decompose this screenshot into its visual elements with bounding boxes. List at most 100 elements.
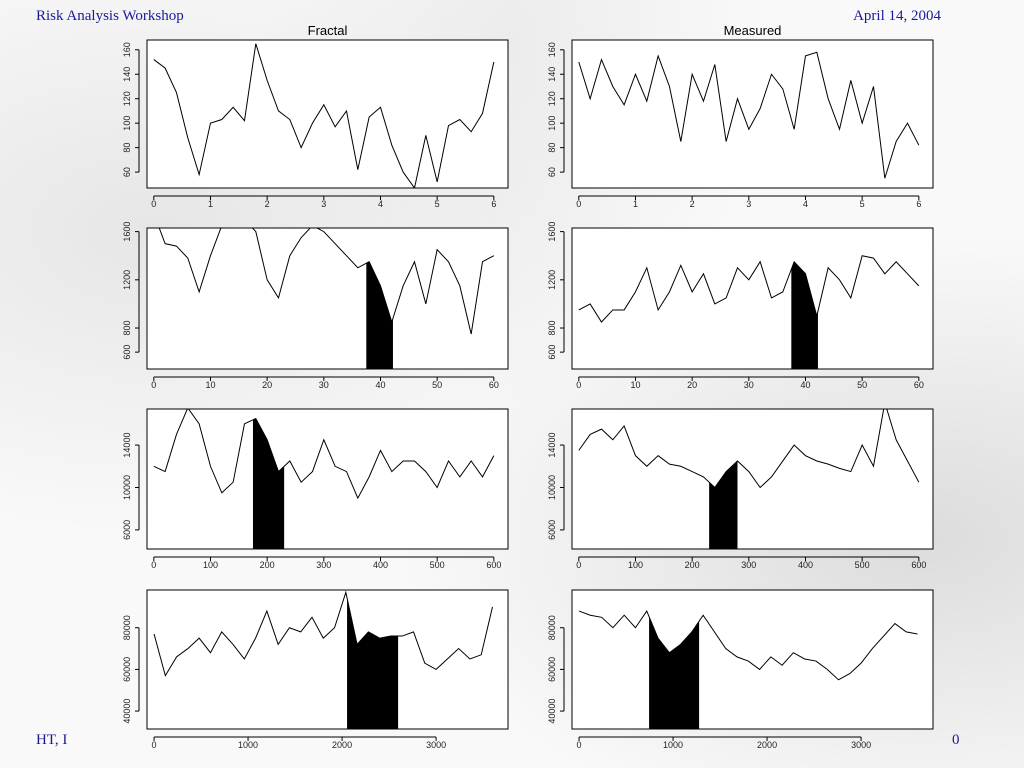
x-tick-label: 100 [628,560,643,570]
x-tick-label: 0 [576,199,581,209]
x-tick-label: 0 [152,740,157,750]
x-tick-label: 5 [860,199,865,209]
x-tick-label: 300 [316,560,331,570]
highlight-area [709,460,738,549]
x-tick-label: 10 [205,380,215,390]
chart-panel: 0 100 200 300 400 500 600 6000 10000 14000 [122,408,509,570]
y-tick-label: 100 [547,116,557,131]
data-line [153,43,495,188]
x-tick-label: 200 [685,560,700,570]
data-line [153,590,493,677]
chart-panel: Measured 0 1 2 3 4 5 6 60 80 100 120 140 160 [547,23,934,209]
x-tick-label: 20 [262,380,272,390]
plot-frame [571,39,934,189]
x-tick-label: 0 [576,560,581,570]
y-tick-label: 14000 [547,433,557,458]
highlight-area [252,418,285,549]
chart-panel: 0 10 20 30 40 50 60 600 800 1200 1600 [122,222,509,390]
header-left: Risk Analysis Workshop [36,8,184,24]
y-tick-label: 800 [547,321,557,336]
x-tick-label: 500 [855,560,870,570]
x-tick-label: 1 [633,199,638,209]
y-tick-label: 1200 [547,270,557,290]
y-tick-label: 800 [122,321,132,336]
y-tick-label: 40000 [547,699,557,724]
chart-panel: 0 1000 2000 3000 40000 60000 80000 [122,589,509,750]
x-tick-label: 2 [690,199,695,209]
plot-frame [571,408,934,550]
x-tick-label: 3 [321,199,326,209]
plot-frame [146,39,509,189]
y-tick-label: 600 [547,345,557,360]
chart-panel: Fractal 0 1 2 3 4 5 6 60 80 100 120 140 160 [122,23,509,209]
y-tick-label: 6000 [122,520,132,540]
x-tick-label: 30 [744,380,754,390]
x-tick-label: 500 [430,560,445,570]
x-tick-label: 40 [375,380,385,390]
x-tick-label: 50 [432,380,442,390]
y-tick-label: 160 [122,42,132,57]
x-tick-label: 200 [260,560,275,570]
x-tick-label: 3000 [851,740,871,750]
x-tick-label: 600 [486,560,501,570]
chart-title: Measured [724,23,782,38]
y-tick-label: 60 [122,167,132,177]
chart-panel: 0 10 20 30 40 50 60 600 800 1200 1600 [547,222,934,390]
y-tick-label: 60000 [122,657,132,682]
y-tick-label: 120 [122,91,132,106]
x-tick-label: 20 [687,380,697,390]
x-tick-label: 0 [151,380,156,390]
y-tick-label: 600 [122,345,132,360]
y-tick-label: 80 [122,143,132,153]
highlight-area [649,616,700,729]
x-tick-label: 60 [914,380,924,390]
x-tick-label: 600 [911,560,926,570]
data-line [578,51,920,179]
x-tick-label: 0 [151,199,156,209]
y-tick-label: 120 [547,91,557,106]
y-tick-label: 14000 [122,433,132,458]
y-tick-label: 60000 [547,657,557,682]
y-tick-label: 60 [547,167,557,177]
footer-right: 0 [952,732,960,748]
y-tick-label: 10000 [547,475,557,500]
x-tick-label: 100 [203,560,218,570]
plot-frame [146,408,509,550]
x-tick-label: 3 [746,199,751,209]
y-tick-label: 1200 [122,270,132,290]
y-tick-label: 1600 [122,222,132,242]
x-tick-label: 2000 [332,740,352,750]
y-tick-label: 1600 [547,222,557,242]
y-tick-label: 100 [122,116,132,131]
x-tick-label: 2 [265,199,270,209]
x-tick-label: 1000 [663,740,683,750]
x-tick-label: 5 [435,199,440,209]
y-tick-label: 160 [547,42,557,57]
x-tick-label: 1 [208,199,213,209]
x-tick-label: 0 [151,560,156,570]
x-tick-label: 60 [489,380,499,390]
x-tick-label: 10 [630,380,640,390]
y-tick-label: 140 [547,67,557,82]
x-tick-label: 40 [800,380,810,390]
data-line [578,409,920,489]
x-tick-label: 6 [916,199,921,209]
highlight-area [366,261,393,369]
y-tick-label: 40000 [122,699,132,724]
x-tick-label: 400 [798,560,813,570]
y-tick-label: 6000 [547,520,557,540]
x-tick-label: 3000 [426,740,446,750]
footer-left: HT, I [36,732,68,748]
highlight-area [347,597,399,729]
header-right: April 14, 2004 [853,8,941,24]
x-tick-label: 50 [857,380,867,390]
y-tick-label: 140 [122,67,132,82]
x-tick-label: 30 [319,380,329,390]
x-tick-label: 0 [577,740,582,750]
x-tick-label: 400 [373,560,388,570]
plot-frame [571,227,934,370]
chart-panel: 0 1000 2000 3000 40000 60000 80000 [547,589,934,750]
x-tick-label: 0 [576,380,581,390]
